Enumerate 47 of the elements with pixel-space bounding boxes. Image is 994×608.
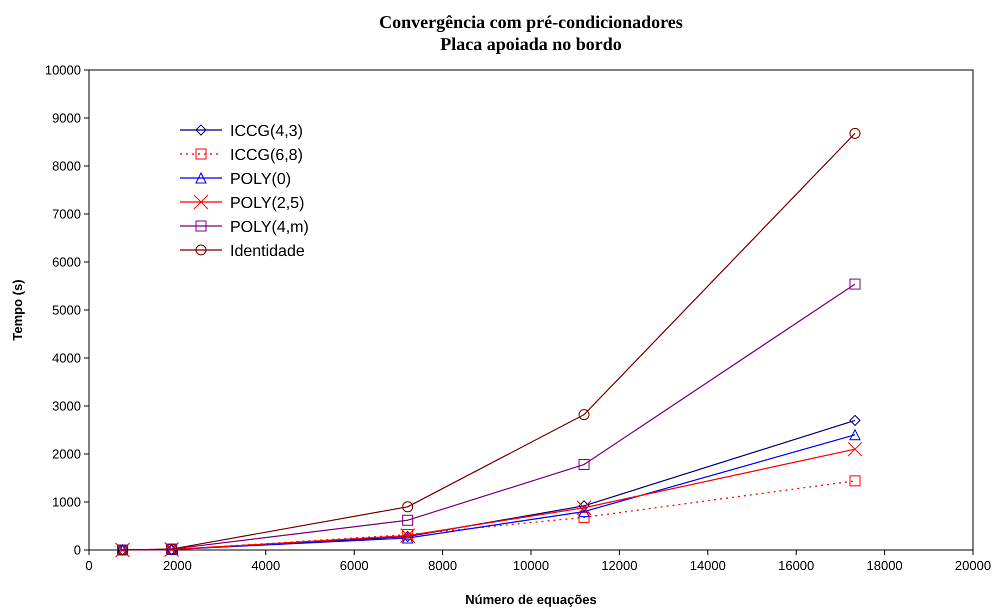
x-tick-label: 20000 xyxy=(954,558,992,573)
legend-label: POLY(4,m) xyxy=(230,219,309,236)
x-tick-label: 16000 xyxy=(778,558,814,573)
y-tick-label: 10000 xyxy=(44,62,81,78)
x-tick-label: 0 xyxy=(85,558,93,573)
chart-title: Convergência com pré-condicionadores xyxy=(379,12,683,32)
point xyxy=(849,278,860,290)
point xyxy=(402,514,414,526)
legend-label: ICCG(4,3) xyxy=(230,123,303,140)
x-tick-label: 2000 xyxy=(162,558,192,573)
point xyxy=(849,475,860,486)
x-axis-title: Número de equações xyxy=(465,592,597,607)
y-tick-label: 7000 xyxy=(52,206,81,222)
point xyxy=(578,409,590,420)
chart-subtitle: Placa apoiada no bordo xyxy=(440,34,622,54)
legend-label: ICCG(6,8) xyxy=(230,147,303,164)
y-tick-label: 4000 xyxy=(52,350,81,366)
point xyxy=(578,512,590,523)
legend-label: POLY(2,5) xyxy=(230,195,304,212)
y-tick-label: 9000 xyxy=(52,110,81,126)
x-tick-label: 10000 xyxy=(512,558,550,573)
y-tick-label: 0 xyxy=(74,542,81,558)
point xyxy=(849,128,860,139)
legend-label: Identidade xyxy=(230,243,305,260)
point xyxy=(849,429,860,440)
point xyxy=(849,414,860,426)
x-tick-label: 6000 xyxy=(340,558,369,573)
y-tick-label: 2000 xyxy=(52,446,81,462)
y-tick-label: 1000 xyxy=(52,494,81,510)
x-tick-label: 14000 xyxy=(690,558,726,573)
point xyxy=(576,500,592,516)
point xyxy=(847,442,862,457)
x-tick-label: 8000 xyxy=(428,558,458,573)
point xyxy=(578,506,590,518)
y-tick-label: 3000 xyxy=(52,398,81,414)
y-tick-label: 6000 xyxy=(52,254,81,270)
y-tick-label: 5000 xyxy=(52,302,81,318)
point xyxy=(400,528,416,544)
x-tick-label: 4000 xyxy=(251,558,280,573)
point xyxy=(578,500,590,512)
point xyxy=(578,459,590,470)
x-tick-label: 12000 xyxy=(601,558,638,573)
x-tick-label: 18000 xyxy=(866,558,903,573)
y-tick-label: 8000 xyxy=(52,158,81,174)
legend-label: POLY(0) xyxy=(230,171,292,188)
y-axis-title: Tempo (s) xyxy=(10,279,25,341)
point xyxy=(402,501,414,512)
